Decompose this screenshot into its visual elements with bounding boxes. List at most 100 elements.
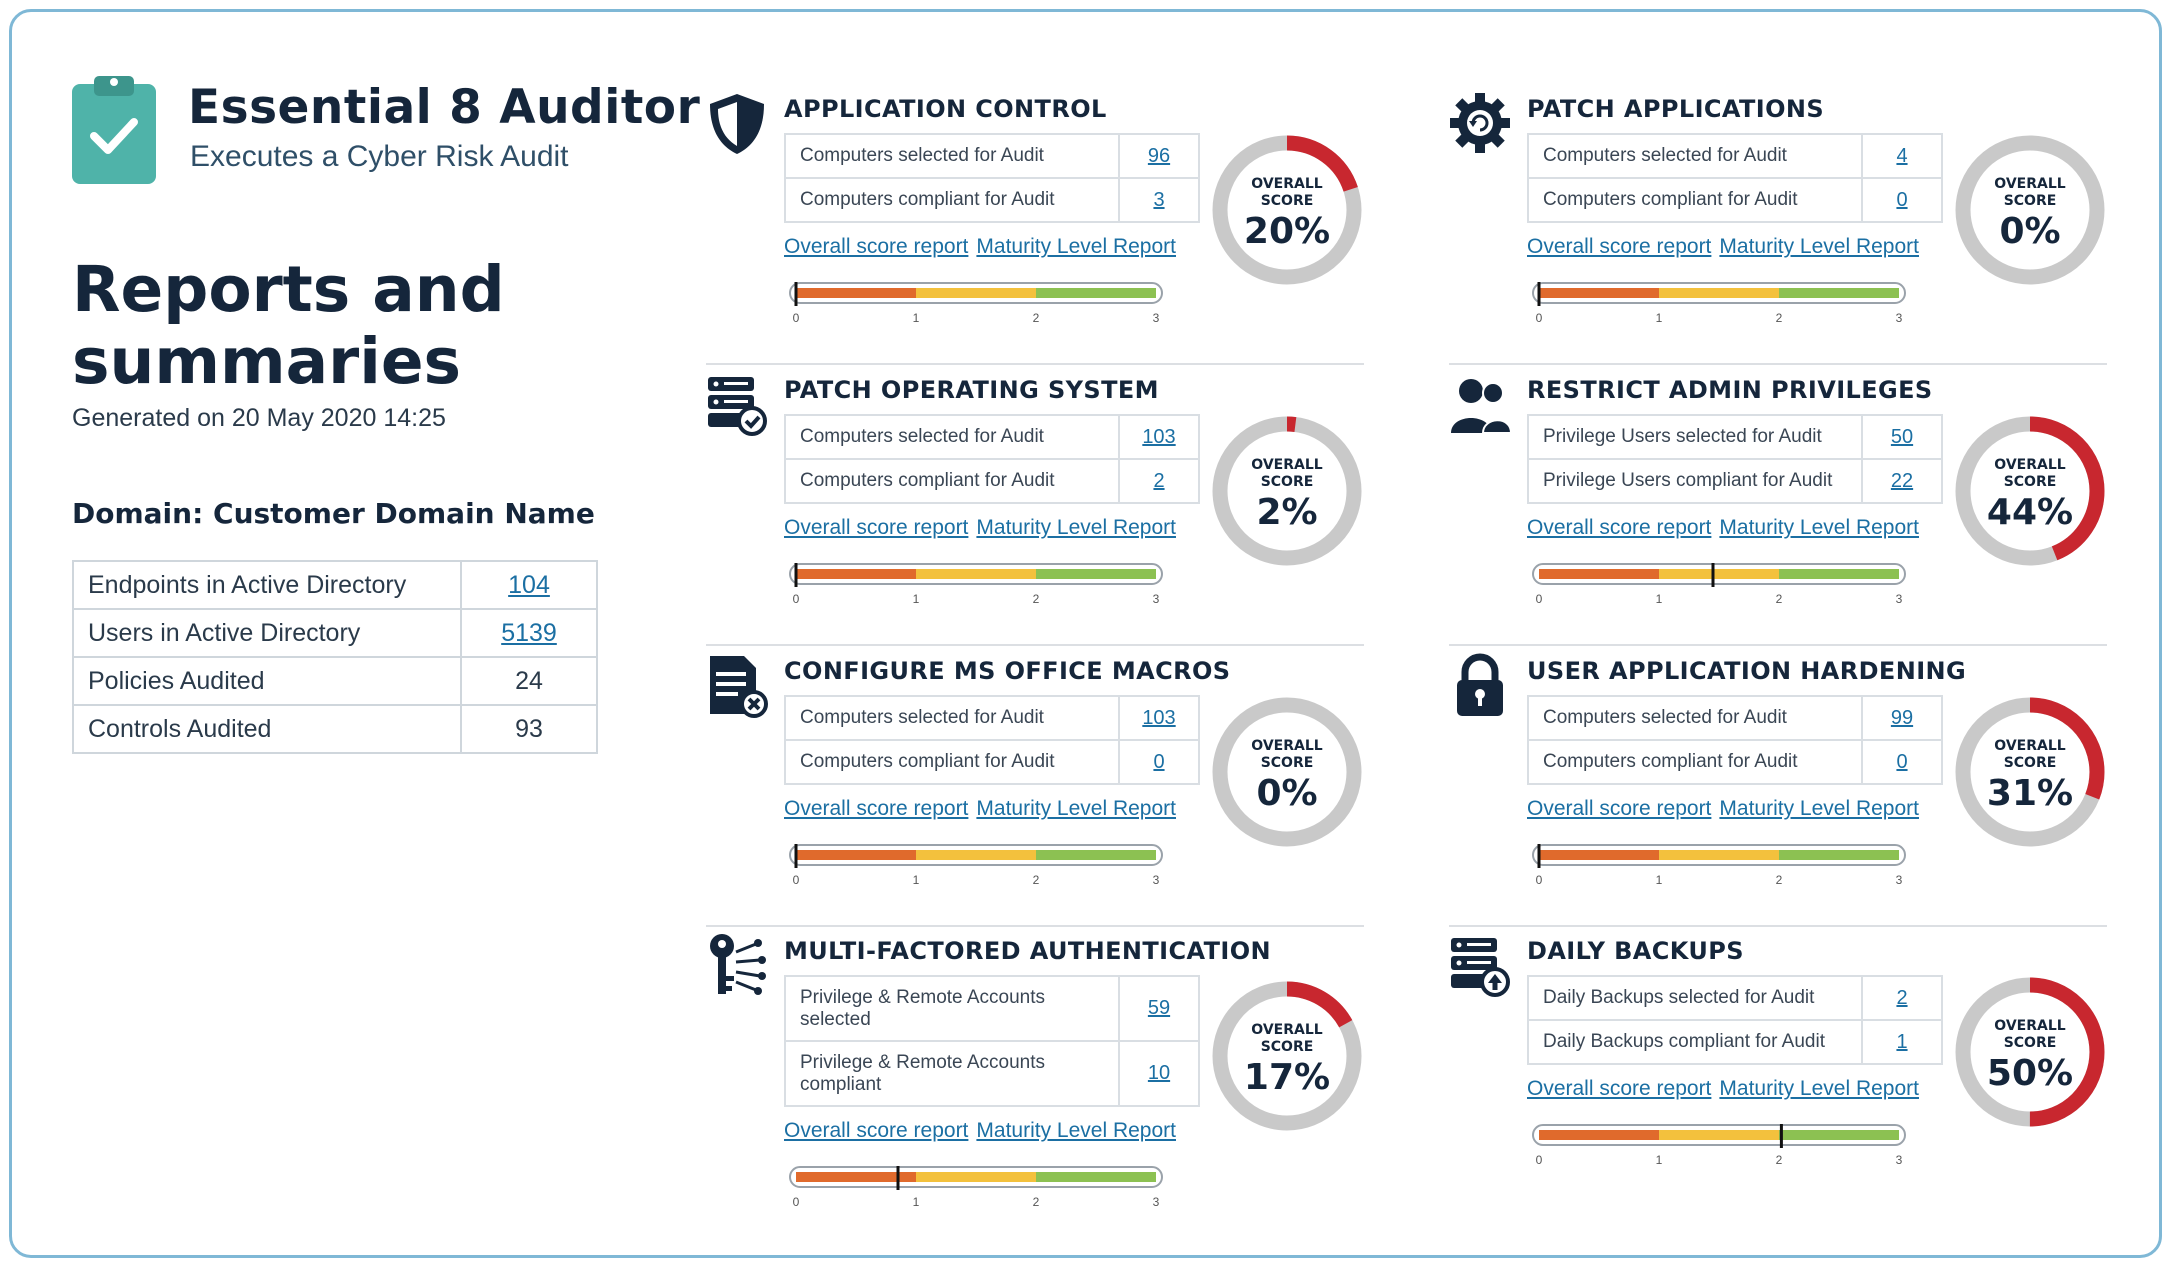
overall-score-report-link[interactable]: Overall score report: [784, 1119, 969, 1142]
control-row-label: Computers compliant for Audit: [784, 739, 1120, 785]
control-row-value-link[interactable]: 59: [1147, 997, 1171, 1019]
maturity-scale: 0 1 2 3: [1527, 280, 1927, 340]
shield-icon: [706, 90, 768, 156]
control-row-label: Privilege Users compliant for Audit: [1527, 458, 1863, 504]
control-row: Computers compliant for Audit 2: [784, 458, 1200, 504]
donut-label-score: SCORE: [1261, 193, 1314, 209]
scale-segment: [1779, 850, 1899, 860]
control-card: USER APPLICATION HARDENING Computers sele…: [1449, 652, 2129, 927]
donut-label-overall: OVERALL: [1251, 1022, 1322, 1038]
control-row-value-link[interactable]: 99: [1890, 706, 1914, 729]
report-links: Overall score report Maturity Level Repor…: [1527, 516, 1927, 540]
control-row-value-link[interactable]: 0: [1153, 750, 1165, 773]
overall-score-report-link[interactable]: Overall score report: [1527, 516, 1712, 539]
overall-score-report-link[interactable]: Overall score report: [1527, 235, 1712, 258]
overall-score-donut: OVERALL SCORE 50%: [1953, 975, 2107, 1129]
scale-tick-label: 3: [1153, 311, 1160, 325]
control-row: Computers selected for Audit 4: [1527, 133, 1943, 179]
control-row-value: 0: [1861, 177, 1943, 223]
maturity-level-report-link[interactable]: Maturity Level Report: [1719, 797, 1919, 820]
maturity-scale-graphic: 0 1 2 3: [789, 1166, 1163, 1209]
control-row-value-link[interactable]: 50: [1890, 425, 1914, 448]
gear-refresh-icon: [1449, 90, 1511, 156]
scale-tick-label: 0: [1536, 311, 1543, 325]
overall-score-report-link[interactable]: Overall score report: [784, 516, 969, 539]
control-row-value-link[interactable]: 103: [1142, 425, 1176, 448]
maturity-scale: 0 1 2 3: [784, 280, 1184, 340]
scale-segment: [1659, 569, 1779, 579]
maturity-marker: [1711, 563, 1715, 587]
maturity-level-report-link[interactable]: Maturity Level Report: [1719, 516, 1919, 539]
overall-score-report-link[interactable]: Overall score report: [784, 797, 969, 820]
maturity-level-report-link[interactable]: Maturity Level Report: [976, 235, 1176, 258]
control-table: Privilege Users selected for Audit 50 Priv…: [1527, 414, 1943, 504]
overall-score-report-link[interactable]: Overall score report: [784, 235, 969, 258]
summary-row: Users in Active Directory 5139: [72, 608, 598, 658]
control-row-label: Computers selected for Audit: [784, 133, 1120, 179]
control-row-value-link[interactable]: 22: [1890, 469, 1914, 492]
control-row-value-link[interactable]: 1: [1896, 1030, 1908, 1053]
scale-segment: [916, 288, 1036, 298]
report-links: Overall score report Maturity Level Repor…: [1527, 797, 1927, 821]
scale-tick-label: 1: [1656, 873, 1663, 887]
control-row-value-link[interactable]: 2: [1896, 986, 1908, 1009]
control-row-label: Computers selected for Audit: [1527, 133, 1863, 179]
control-row-value-link[interactable]: 0: [1896, 188, 1908, 211]
domain-label: Domain: Customer Domain Name: [72, 497, 595, 530]
scale-tick-label: 0: [793, 1195, 800, 1209]
control-row-value: 0: [1861, 739, 1943, 785]
control-row-value-link[interactable]: 96: [1147, 144, 1171, 167]
control-row: Daily Backups compliant for Audit 1: [1527, 1019, 1943, 1065]
control-row: Privilege & Remote Accounts selected 59: [784, 975, 1200, 1042]
control-card: RESTRICT ADMIN PRIVILEGES Privilege Users…: [1449, 371, 2129, 646]
score-arc: [1212, 981, 1362, 1131]
overall-score-donut: OVERALL SCORE 0%: [1210, 695, 1364, 849]
control-row-label: Privilege Users selected for Audit: [1527, 414, 1863, 460]
score-arc: [1955, 416, 2105, 566]
maturity-level-report-link[interactable]: Maturity Level Report: [1719, 1077, 1919, 1100]
control-row-value-link[interactable]: 103: [1142, 706, 1176, 729]
maturity-scale: 0 1 2 3: [1527, 842, 1927, 902]
score-arc: [1212, 135, 1362, 285]
scale-segment: [1659, 850, 1779, 860]
maturity-level-report-link[interactable]: Maturity Level Report: [976, 516, 1176, 539]
scale-segment: [1036, 569, 1156, 579]
scale-segment: [796, 569, 916, 579]
scale-segment: [1036, 288, 1156, 298]
report-links: Overall score report Maturity Level Repor…: [784, 235, 1184, 259]
summary-value-link[interactable]: 104: [508, 570, 550, 599]
scale-tick-label: 3: [1896, 592, 1903, 606]
key-network-icon: [706, 932, 768, 998]
control-row-value-link[interactable]: 4: [1896, 144, 1908, 167]
control-row-value-link[interactable]: 10: [1147, 1062, 1171, 1084]
overall-score-report-link[interactable]: Overall score report: [1527, 797, 1712, 820]
control-row: Computers compliant for Audit 3: [784, 177, 1200, 223]
maturity-level-report-link[interactable]: Maturity Level Report: [976, 797, 1176, 820]
scale-tick-label: 3: [1153, 592, 1160, 606]
scale-tick-label: 1: [1656, 1153, 1663, 1167]
maturity-scale: 0 1 2 3: [784, 1164, 1184, 1224]
overall-score-value: 17%: [1244, 1057, 1330, 1098]
maturity-marker: [896, 1166, 900, 1190]
clipboard-check-icon: [72, 74, 156, 184]
summary-row: Controls Audited 93: [72, 704, 598, 754]
control-table: Daily Backups selected for Audit 2 Daily B…: [1527, 975, 1943, 1065]
control-row-value-link[interactable]: 2: [1153, 469, 1165, 492]
summary-row: Endpoints in Active Directory 104: [72, 560, 598, 610]
scale-tick-label: 2: [1776, 873, 1783, 887]
maturity-level-report-link[interactable]: Maturity Level Report: [1719, 235, 1919, 258]
overall-score-value: 2%: [1256, 492, 1317, 533]
control-row: Daily Backups selected for Audit 2: [1527, 975, 1943, 1021]
maturity-level-report-link[interactable]: Maturity Level Report: [976, 1119, 1176, 1142]
control-card: DAILY BACKUPS Daily Backups selected for …: [1449, 932, 2129, 1192]
scale-tick-label: 3: [1896, 311, 1903, 325]
control-row-value-link[interactable]: 3: [1153, 188, 1165, 211]
overall-score-report-link[interactable]: Overall score report: [1527, 1077, 1712, 1100]
summary-value-link[interactable]: 5139: [501, 618, 557, 647]
scale-segment: [1779, 569, 1899, 579]
scale-tick-label: 2: [1033, 873, 1040, 887]
control-row-value-link[interactable]: 0: [1896, 750, 1908, 773]
